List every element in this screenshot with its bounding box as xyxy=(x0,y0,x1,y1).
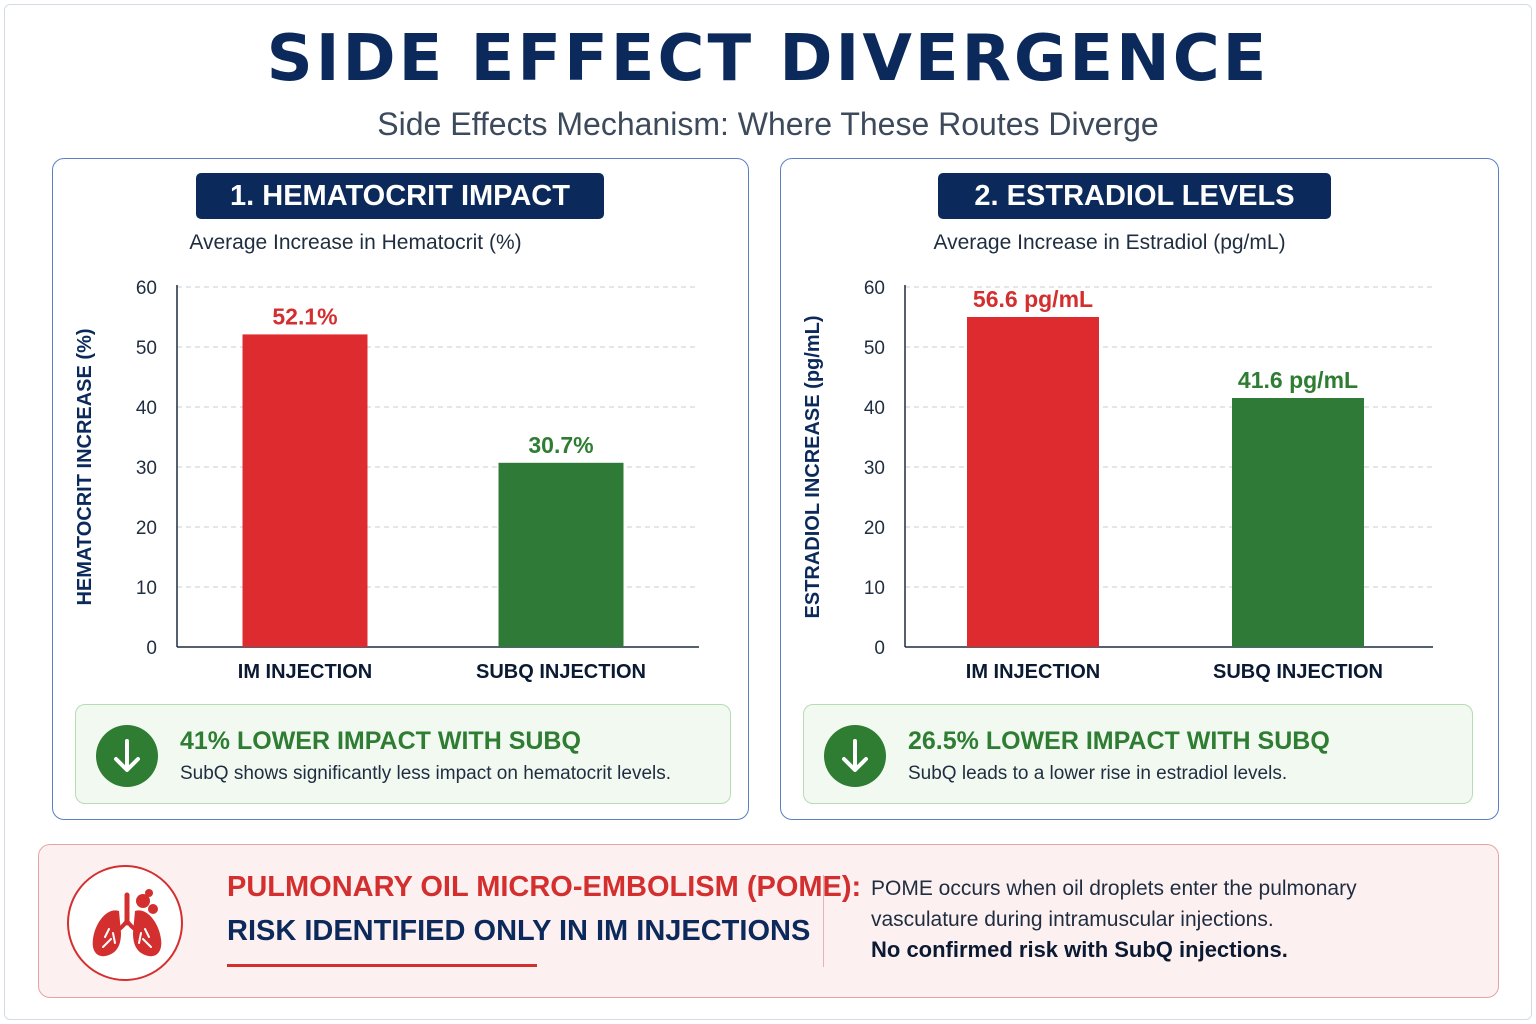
estradiol-category-label: IM INJECTION xyxy=(966,661,1100,683)
pome-description: POME occurs when oil droplets enter the … xyxy=(871,873,1471,935)
pome-divider xyxy=(823,875,824,967)
hematocrit-badge: 1. HEMATOCRIT IMPACT xyxy=(196,173,604,219)
estradiol-y-tick-label: 0 xyxy=(874,638,885,659)
estradiol-value-label: 56.6 pg/mL xyxy=(973,286,1093,312)
hematocrit-y-tick-label: 20 xyxy=(136,518,157,539)
arrow-down-icon xyxy=(96,725,158,787)
hematocrit-y-tick-label: 60 xyxy=(136,278,157,299)
estradiol-y-tick-label: 50 xyxy=(864,338,885,359)
lungs-icon xyxy=(67,865,183,981)
hematocrit-y-tick-label: 10 xyxy=(136,578,157,599)
estradiol-y-tick-label: 30 xyxy=(864,458,885,479)
pome-underline xyxy=(227,964,537,967)
hematocrit-panel: 1. HEMATOCRIT IMPACT Average Increase in… xyxy=(52,158,749,820)
hematocrit-bar-subq xyxy=(498,462,624,647)
hematocrit-y-axis-label: HEMATOCRIT INCREASE (%) xyxy=(74,328,96,605)
estradiol-value-label: 41.6 pg/mL xyxy=(1238,367,1358,393)
estradiol-y-tick-label: 10 xyxy=(864,578,885,599)
estradiol-y-tick-label: 40 xyxy=(864,398,885,419)
pome-title: PULMONARY OIL MICRO-EMBOLISM (POME): xyxy=(227,871,862,903)
estradiol-callout: 26.5% LOWER IMPACT WITH SUBQ SubQ leads … xyxy=(803,704,1473,804)
hematocrit-callout-text: SubQ shows significantly less impact on … xyxy=(180,763,672,784)
estradiol-category-label: SUBQ INJECTION xyxy=(1213,661,1383,683)
estradiol-y-axis-label: ESTRADIOL INCREASE (pg/mL) xyxy=(802,316,824,619)
estradiol-callout-text: SubQ leads to a lower rise in estradiol … xyxy=(908,763,1288,784)
arrow-down-icon xyxy=(824,725,886,787)
estradiol-y-tick-label: 20 xyxy=(864,518,885,539)
hematocrit-y-tick-label: 50 xyxy=(136,338,157,359)
pome-subtitle: RISK IDENTIFIED ONLY IN IM INJECTIONS xyxy=(227,915,811,947)
estradiol-bar-im xyxy=(967,317,1099,647)
estradiol-bar-chart: 0 10 20 30 40 50 60 ESTRADIOL INCREASE (pg/mL) 5… xyxy=(802,278,1433,683)
page-frame xyxy=(4,4,1532,1020)
hematocrit-y-tick-label: 30 xyxy=(136,458,157,479)
pome-warning-banner: PULMONARY OIL MICRO-EMBOLISM (POME): RIS… xyxy=(38,844,1499,998)
hematocrit-category-label: IM INJECTION xyxy=(238,661,372,683)
estradiol-bar-subq xyxy=(1232,398,1364,647)
page-subtitle: Side Effects Mechanism: Where These Rout… xyxy=(377,106,1159,142)
pome-emphasis: No confirmed risk with SubQ injections. xyxy=(871,937,1288,962)
hematocrit-value-label: 52.1% xyxy=(272,303,337,329)
estradiol-callout-title: 26.5% LOWER IMPACT WITH SUBQ xyxy=(908,727,1330,755)
pome-description-line-2: vasculature during intramuscular injecti… xyxy=(871,908,1274,931)
estradiol-chart-title: Average Increase in Estradiol (pg/mL) xyxy=(933,231,1286,254)
hematocrit-bar-im xyxy=(242,334,368,647)
estradiol-y-tick-label: 60 xyxy=(864,278,885,299)
hematocrit-chart-title: Average Increase in Hematocrit (%) xyxy=(189,231,522,254)
estradiol-panel: 2. ESTRADIOL LEVELS Average Increase in … xyxy=(780,158,1499,820)
page-title: SIDE EFFECT DIVERGENCE xyxy=(266,22,1270,96)
estradiol-badge: 2. ESTRADIOL LEVELS xyxy=(938,173,1331,219)
hematocrit-value-label: 30.7% xyxy=(528,432,593,458)
hematocrit-category-label: SUBQ INJECTION xyxy=(476,661,646,683)
pome-description-line-1: POME occurs when oil droplets enter the … xyxy=(871,877,1357,900)
hematocrit-bar-chart: 0 10 20 30 40 50 60 HEMATOCRIT INCREASE (%) 52.1… xyxy=(74,278,699,683)
hematocrit-y-tick-label: 40 xyxy=(136,398,157,419)
hematocrit-y-tick-label: 0 xyxy=(146,638,157,659)
hematocrit-callout-title: 41% LOWER IMPACT WITH SUBQ xyxy=(180,727,581,755)
hematocrit-callout: 41% LOWER IMPACT WITH SUBQ SubQ shows si… xyxy=(75,704,731,804)
